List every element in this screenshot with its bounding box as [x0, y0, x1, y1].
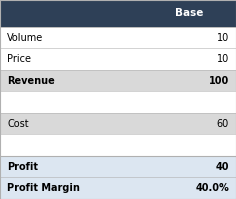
Text: 40.0%: 40.0% [195, 183, 229, 193]
Text: Price: Price [7, 54, 31, 64]
Bar [0, 70, 236, 91]
Text: Profit: Profit [7, 162, 38, 172]
Text: Base: Base [175, 8, 203, 19]
Bar [0, 113, 236, 135]
Text: 10: 10 [217, 33, 229, 43]
Bar [0, 48, 236, 70]
Text: Volume: Volume [7, 33, 43, 43]
Bar [0, 156, 236, 178]
Bar [0, 27, 236, 48]
Text: 40: 40 [215, 162, 229, 172]
Text: Profit Margin: Profit Margin [7, 183, 80, 193]
Bar [142, 0, 236, 27]
Text: 100: 100 [209, 76, 229, 86]
Bar [0, 91, 236, 113]
Bar [0, 178, 236, 199]
Text: 60: 60 [217, 119, 229, 129]
Text: Revenue: Revenue [7, 76, 55, 86]
Bar [0, 135, 236, 156]
Text: 10: 10 [217, 54, 229, 64]
Text: Cost: Cost [7, 119, 29, 129]
Bar [0, 0, 142, 27]
